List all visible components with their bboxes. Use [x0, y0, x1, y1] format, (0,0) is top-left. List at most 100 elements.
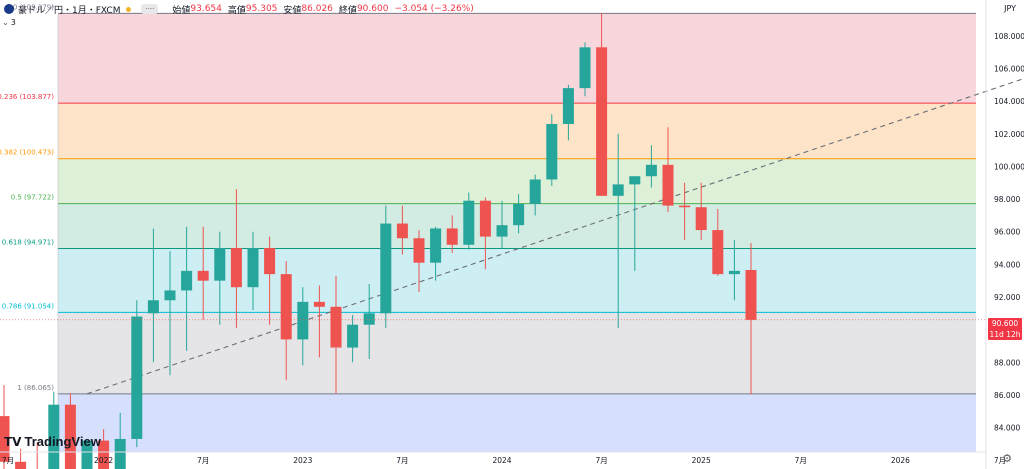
y-tick-104: 104.000: [994, 97, 1024, 106]
candle-body-2022-11: [264, 248, 275, 274]
candle-body-2023-11: [463, 201, 474, 245]
currency-label[interactable]: JPY: [1000, 3, 1020, 14]
last-price-value: 90.600: [988, 318, 1022, 329]
fib-label-0.382: 0.382 (100.473): [0, 149, 54, 157]
fib-label-0.786: 0.786 (91.054): [2, 302, 54, 310]
x-tick-0: 7月: [2, 456, 14, 465]
candle-body-2024-08: [613, 184, 624, 195]
open-value: 93.654: [190, 4, 222, 14]
fib-band-0.382: [58, 159, 976, 204]
x-tick-1: 2022: [94, 456, 113, 465]
candle-body-2023-10: [447, 228, 458, 244]
candle-body-2023-06: [380, 224, 391, 314]
candle-body-2022-10: [248, 248, 259, 287]
low-value: 86.026: [301, 4, 333, 14]
candle-body-2024-06: [580, 47, 591, 88]
y-tick-88: 88.000: [994, 358, 1020, 367]
x-tick-6: 7月: [595, 456, 607, 465]
x-tick-2: 7月: [197, 456, 209, 465]
candle-body-2023-04: [347, 325, 358, 348]
last-price-tag: 90.600 11d 12h: [988, 318, 1022, 340]
indicator-count: 3: [11, 18, 16, 27]
close-value: 90.600: [357, 4, 389, 14]
candle-body-2025-01: [696, 207, 707, 230]
candle-body-2024-12: [679, 206, 690, 208]
indicators-toggle[interactable]: ⌄ 3: [2, 18, 16, 27]
candle-body-2022-08: [214, 248, 225, 281]
y-tick-94: 94.000: [994, 260, 1020, 269]
x-tick-8: 7月: [795, 456, 807, 465]
y-tick-98: 98.000: [994, 195, 1020, 204]
x-tick-5: 2024: [492, 456, 511, 465]
chevron-down-icon: ⌄: [2, 18, 9, 27]
fib-label-0.236: 0.236 (103.877): [0, 93, 54, 101]
candle-body-2022-02: [115, 439, 126, 469]
candle-body-2022-09: [231, 248, 242, 287]
candle-body-2023-09: [430, 228, 441, 262]
open-label: 始値: [172, 3, 190, 16]
currency-flag-icon: [4, 4, 14, 14]
bar-countdown: 11d 12h: [988, 329, 1022, 340]
fib-label-0.5: 0.5 (97.722): [11, 194, 55, 202]
candle-body-2022-06: [181, 271, 192, 291]
candle-body-2022-12: [281, 274, 292, 339]
gear-icon[interactable]: ⚙: [1002, 452, 1012, 465]
y-tick-106: 106.000: [994, 65, 1024, 74]
candle-body-2022-04: [148, 300, 159, 313]
y-tick-92: 92.000: [994, 293, 1020, 302]
y-tick-100: 100.000: [994, 162, 1024, 171]
low-label: 安値: [283, 3, 301, 16]
fib-label-0.618: 0.618 (94.971): [2, 239, 54, 247]
y-tick-84: 84.000: [994, 424, 1020, 433]
fib-band-0.236: [58, 103, 976, 159]
candle-body-2025-04: [746, 270, 757, 320]
candle-body-2024-03: [530, 179, 541, 203]
symbol-title[interactable]: 豪ドル／円・1月・FXCM: [18, 3, 120, 16]
candle-body-2024-02: [513, 204, 524, 225]
candle-body-2024-09: [629, 176, 640, 184]
candle-body-2023-02: [314, 302, 325, 307]
close-label: 終値: [339, 3, 357, 16]
candle-body-2024-10: [646, 165, 657, 176]
y-tick-96: 96.000: [994, 228, 1020, 237]
candle-body-2023-01: [297, 302, 308, 340]
y-tick-86: 86.000: [994, 391, 1020, 400]
chart-header: 豪ドル／円・1月・FXCM ···· 始値 93.654 高値 95.305 安値 8…: [0, 0, 474, 18]
candle-body-2023-07: [397, 224, 408, 239]
candle-body-2023-03: [331, 307, 342, 348]
fib-band-0: [58, 13, 976, 103]
candle-body-2024-01: [497, 225, 508, 236]
y-tick-102: 102.000: [994, 130, 1024, 139]
fib-band-0.786: [58, 312, 976, 393]
candle-body-2025-02: [712, 230, 723, 274]
brand-name: TradingView: [24, 434, 100, 449]
candle-body-2023-08: [414, 238, 425, 262]
x-tick-4: 7月: [396, 456, 408, 465]
x-tick-3: 2023: [293, 456, 312, 465]
high-label: 高値: [228, 3, 246, 16]
fib-label-1: 1 (86.065): [17, 384, 54, 392]
candle-body-2025-03: [729, 271, 740, 274]
candle-body-2022-05: [165, 290, 176, 300]
fib-band-0.618: [58, 249, 976, 313]
x-tick-7: 2025: [692, 456, 711, 465]
x-tick-9: 2026: [891, 456, 910, 465]
candle-body-2021-08: [15, 462, 26, 469]
candle-body-2024-07: [596, 47, 607, 195]
candle-body-2024-05: [563, 88, 574, 124]
tradingview-mark-icon: 𝗧𝗩: [4, 435, 21, 449]
candle-body-2024-04: [546, 124, 557, 179]
y-tick-108: 108.000: [994, 32, 1024, 41]
candle-body-2024-11: [663, 165, 674, 206]
candle-body-2022-07: [198, 271, 209, 281]
candle-body-2022-03: [131, 317, 142, 439]
candle-body-2023-12: [480, 201, 491, 237]
tradingview-logo[interactable]: 𝗧𝗩 TradingView: [4, 434, 101, 449]
high-value: 95.305: [246, 4, 278, 14]
change-value: −3.054 (−3.26%): [394, 4, 473, 14]
market-status-icon: [126, 7, 131, 12]
symbol-badge[interactable]: ····: [141, 4, 158, 14]
fib-band-extension: [58, 394, 976, 452]
candle-body-2023-05: [364, 313, 375, 324]
